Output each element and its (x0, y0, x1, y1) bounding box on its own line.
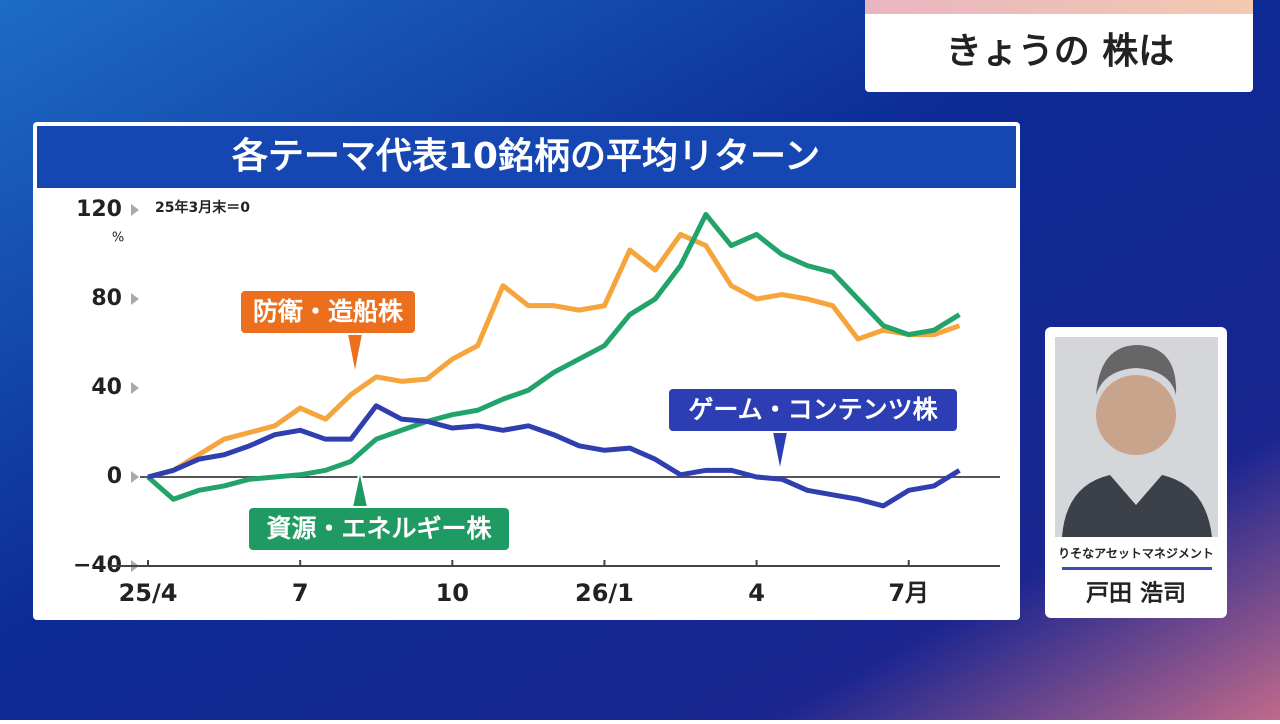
chart-note: 25年3月末＝0 (155, 199, 250, 216)
speaker-name: 戸田 浩司 (1086, 581, 1186, 607)
y-tick-label: 0 (107, 464, 122, 489)
x-tick-label: 26/1 (575, 579, 634, 607)
y-tick-label: 80 (91, 286, 122, 311)
banner-stripe (865, 0, 1253, 14)
x-tick-label: 4 (748, 579, 765, 607)
series-line (147, 231, 961, 480)
chart-title: 各テーマ代表10銘柄の平均リターン (232, 136, 820, 177)
x-tick-label: 7 (292, 579, 309, 607)
photo-suit (1062, 475, 1212, 537)
x-tick-label: 25/4 (119, 579, 178, 607)
speaker-company: りそなアセットマネジメント (1058, 547, 1214, 561)
y-tick-mark (131, 471, 139, 483)
photo-face (1096, 375, 1176, 455)
x-tick-label: 10 (436, 579, 469, 607)
chart-title-bar (37, 126, 1016, 188)
legend-label: 資源・エネルギー株 (266, 514, 492, 543)
y-tick-mark (131, 293, 139, 305)
series-line (146, 211, 961, 502)
y-tick-label: 120 (76, 197, 122, 222)
y-tick-mark (131, 382, 139, 394)
company-underline (1062, 567, 1212, 570)
legend-box (247, 506, 511, 552)
chart-panel (33, 122, 1020, 620)
series-line (147, 403, 961, 509)
legend-label: 防衛・造船株 (253, 297, 404, 326)
banner-title: きょうの 株は (946, 31, 1175, 72)
banner (865, 0, 1253, 92)
y-tick-mark (131, 204, 139, 216)
legend-box (667, 387, 959, 433)
x-tick-label: 7月 (888, 579, 929, 607)
y-tick-label: 40 (91, 375, 122, 400)
legend-label: ゲーム・コンテンツ株 (688, 395, 938, 424)
y-unit: % (112, 231, 124, 246)
photo-hair (1096, 345, 1177, 395)
legend-box (239, 289, 417, 335)
